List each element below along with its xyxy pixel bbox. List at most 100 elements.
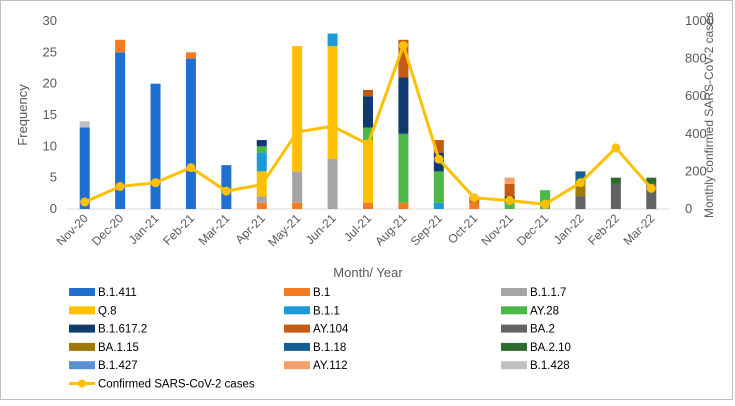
- y-tick-label: 0: [50, 201, 57, 216]
- legend-label: B.1.18: [313, 342, 346, 354]
- cases-point: [221, 186, 231, 196]
- legend-swatch: [284, 306, 310, 315]
- bar-segment: [433, 140, 444, 153]
- y2-tick-label: 0: [685, 201, 692, 216]
- y2-tick-label: 400: [685, 126, 707, 141]
- legend-swatch: [501, 342, 527, 351]
- legend-label: AY.104: [313, 324, 349, 336]
- legend-swatch: [69, 288, 95, 296]
- cases-point: [575, 178, 585, 188]
- cases-line-layer: [80, 40, 656, 209]
- bar-segment: [185, 52, 196, 59]
- legend-swatch: [501, 361, 527, 370]
- bar-segment: [150, 83, 161, 209]
- y-tick-label: 30: [43, 13, 57, 28]
- legend: B.1.411 B.1 B.1.1.7 Q.8 B.1.1 AY.28 B.1.617.2 A…: [69, 287, 571, 391]
- y2-axis-ticks: 0 200 400 600 800 1000: [685, 13, 714, 216]
- bar-segment: [256, 202, 267, 209]
- legend-label: Confirmed SARS-CoV-2 cases: [98, 379, 255, 391]
- x-tick-label: Apr-21: [233, 211, 269, 247]
- legend-label: B.1.428: [530, 360, 570, 372]
- x-tick-label: Nov-20: [54, 211, 91, 248]
- bar-segment: [327, 33, 338, 47]
- bar-segment: [646, 177, 657, 184]
- legend-label: B.1.427: [98, 360, 138, 372]
- bar-segment: [327, 46, 338, 159]
- legend-label: Q.8: [98, 305, 117, 317]
- x-tick-label: Jun-21: [303, 211, 339, 247]
- bar-segment: [79, 121, 90, 128]
- legend-label: B.1.411: [98, 287, 137, 299]
- legend-label: AY.28: [530, 305, 559, 317]
- cases-point: [151, 178, 161, 188]
- cases-point: [505, 196, 515, 206]
- cases-point: [292, 127, 302, 137]
- x-tick-label: Mar-21: [196, 211, 233, 248]
- bar-segment: [398, 39, 409, 78]
- bar-segment: [504, 202, 515, 209]
- x-tick-label: Mar-22: [621, 211, 658, 248]
- legend-swatch: [284, 361, 310, 370]
- y-tick-label: 25: [43, 44, 57, 59]
- legend-swatch: [284, 342, 310, 351]
- x-axis-label: Month/ Year: [333, 265, 403, 280]
- legend-swatch: [284, 324, 310, 333]
- x-tick-label: May-21: [265, 211, 303, 249]
- bar-segment: [398, 202, 409, 209]
- legend-label: BA.1.15: [98, 342, 139, 354]
- x-tick-label: Dec-20: [89, 211, 126, 248]
- legend-label: B.1.617.2: [98, 324, 147, 336]
- x-tick-label: Jul-21: [341, 211, 374, 244]
- bar-segment: [433, 171, 444, 203]
- cases-point: [257, 180, 267, 190]
- y-axis-ticks: 0 5 10 15 20 25 30: [43, 13, 57, 216]
- bars: [79, 33, 657, 210]
- bar-segment: [363, 89, 373, 97]
- bar-segment: [433, 202, 444, 209]
- cases-point: [611, 143, 621, 153]
- bar-segment: [363, 202, 373, 209]
- bar-segment: [363, 96, 373, 128]
- y2-tick-label: 200: [685, 163, 707, 178]
- x-tick-label: Feb-21: [160, 211, 197, 248]
- bar-segment: [610, 177, 621, 184]
- bar-segment: [256, 146, 267, 153]
- x-tick-label: Aug-21: [372, 211, 409, 248]
- bar-segment: [469, 202, 480, 209]
- bar-segment: [575, 196, 586, 209]
- x-tick-label: Nov-21: [479, 211, 516, 248]
- y-tick-label: 20: [43, 76, 57, 91]
- cases-point: [186, 163, 196, 173]
- bar-segment: [256, 140, 267, 147]
- y-tick-label: 10: [43, 138, 57, 153]
- y2-tick-label: 800: [685, 51, 707, 66]
- legend-label: BA.2: [530, 324, 555, 336]
- cases-point: [398, 40, 408, 50]
- y-axis-label: Frequency: [15, 84, 30, 146]
- y2-tick-label: 1000: [685, 13, 714, 28]
- bar-segment: [79, 127, 90, 209]
- legend-swatch: [501, 306, 527, 315]
- cases-point: [646, 183, 656, 193]
- legend-label: AY.112: [313, 360, 348, 372]
- bar-segment: [185, 58, 196, 209]
- y2-axis-label: Monthly confirmed SARS-CoV-2 cases: [702, 12, 716, 218]
- legend-swatch: [69, 306, 95, 315]
- x-tick-label: Jan-22: [551, 211, 587, 247]
- y-tick-label: 5: [50, 170, 57, 185]
- bar-segment: [398, 77, 409, 134]
- cases-point: [469, 193, 479, 203]
- legend-swatch: [69, 342, 95, 351]
- bar-segment: [292, 202, 303, 209]
- legend-swatch: [69, 361, 95, 370]
- bar-segment: [292, 46, 303, 172]
- bar-segment: [398, 133, 409, 203]
- x-tick-label: Oct-21: [445, 211, 481, 247]
- bar-segment: [115, 39, 126, 53]
- bar-segment: [363, 127, 373, 141]
- bar-segment: [256, 152, 267, 172]
- x-tick-label: Sep-21: [408, 211, 445, 248]
- bar-segment: [610, 183, 621, 209]
